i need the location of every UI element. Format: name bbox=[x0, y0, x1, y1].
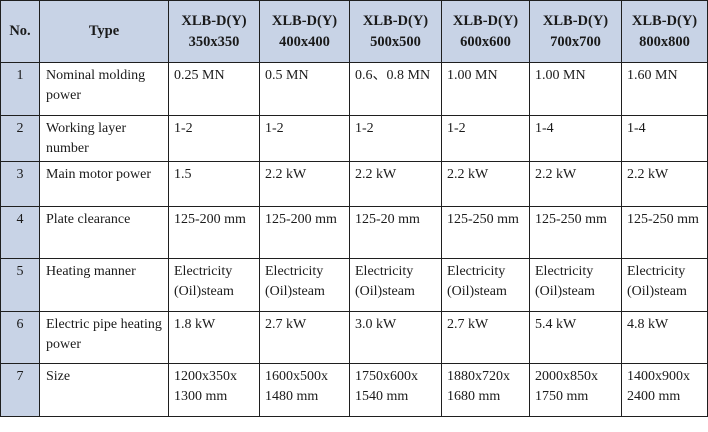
table-cell: 1200x350x 1300 mm bbox=[168, 363, 260, 417]
table-cell: 1.8 kW bbox=[168, 311, 260, 364]
header-model-1: XLB-D(Y) 350x350 bbox=[168, 0, 260, 63]
header-no: No. bbox=[0, 0, 40, 63]
table-cell: Electricity (Oil)steam bbox=[441, 258, 530, 312]
table-cell: 1.5 bbox=[168, 161, 260, 207]
table-cell: 1.60 MN bbox=[621, 62, 708, 116]
table-cell: 125-250 mm bbox=[441, 206, 530, 259]
table-cell: Electricity (Oil)steam bbox=[168, 258, 260, 312]
row-type: Nominal molding power bbox=[39, 62, 169, 116]
table-cell: 2.2 kW bbox=[349, 161, 442, 207]
row-number: 6 bbox=[0, 311, 40, 364]
table-cell: 1400x900x 2400 mm bbox=[621, 363, 708, 417]
table-cell: 1-2 bbox=[168, 115, 260, 162]
table-cell: 2.2 kW bbox=[259, 161, 350, 207]
table-cell: 125-200 mm bbox=[259, 206, 350, 259]
table-cell: 125-250 mm bbox=[529, 206, 622, 259]
table-cell: 2.2 kW bbox=[621, 161, 708, 207]
table-cell: 0.5 MN bbox=[259, 62, 350, 116]
model-name: XLB-D(Y) bbox=[542, 12, 609, 29]
row-type: Heating manner bbox=[39, 258, 169, 312]
table-cell: 1600x500x 1480 mm bbox=[259, 363, 350, 417]
table-cell: Electricity (Oil)steam bbox=[349, 258, 442, 312]
table-cell: 1-4 bbox=[621, 115, 708, 162]
model-size: 350x350 bbox=[188, 33, 240, 50]
table-row: 1 Nominal molding power 0.25 MN 0.5 MN 0… bbox=[0, 62, 708, 116]
row-type: Size bbox=[39, 363, 169, 417]
model-size: 700x700 bbox=[550, 33, 601, 50]
model-name: XLB-D(Y) bbox=[181, 12, 247, 29]
model-name: XLB-D(Y) bbox=[271, 12, 338, 29]
model-name: XLB-D(Y) bbox=[452, 12, 519, 29]
table-cell: 5.4 kW bbox=[529, 311, 622, 364]
table-row: 7 Size 1200x350x 1300 mm 1600x500x 1480 … bbox=[0, 363, 708, 417]
table-cell: Electricity (Oil)steam bbox=[621, 258, 708, 312]
table-cell: 1-4 bbox=[529, 115, 622, 162]
model-name: XLB-D(Y) bbox=[362, 12, 429, 29]
row-number: 2 bbox=[0, 115, 40, 162]
row-number: 1 bbox=[0, 62, 40, 116]
spec-table: No. Type XLB-D(Y) 350x350 XLB-D(Y) 400x400… bbox=[0, 0, 708, 417]
row-type: Plate clearance bbox=[39, 206, 169, 259]
header-type: Type bbox=[39, 0, 169, 63]
table-cell: 1-2 bbox=[441, 115, 530, 162]
model-size: 500x500 bbox=[370, 33, 421, 50]
table-cell: 0.6、0.8 MN bbox=[349, 62, 442, 116]
table-cell: 2.7 kW bbox=[259, 311, 350, 364]
table-cell: 125-200 mm bbox=[168, 206, 260, 259]
table-cell: 125-20 mm bbox=[349, 206, 442, 259]
header-model-4: XLB-D(Y) 600x600 bbox=[441, 0, 530, 63]
table-row: 4 Plate clearance 125-200 mm 125-200 mm … bbox=[0, 206, 708, 259]
row-number: 3 bbox=[0, 161, 40, 207]
table-cell: 2.2 kW bbox=[441, 161, 530, 207]
table-row: 3 Main motor power 1.5 2.2 kW 2.2 kW 2.2… bbox=[0, 161, 708, 207]
table-cell: 1-2 bbox=[259, 115, 350, 162]
table-row: 5 Heating manner Electricity (Oil)steam … bbox=[0, 258, 708, 312]
table-cell: 125-250 mm bbox=[621, 206, 708, 259]
model-size: 400x400 bbox=[279, 33, 330, 50]
table-cell: 2.7 kW bbox=[441, 311, 530, 364]
table-cell: 1.00 MN bbox=[441, 62, 530, 116]
table-cell: 1880x720x 1680 mm bbox=[441, 363, 530, 417]
table-cell: 1-2 bbox=[349, 115, 442, 162]
model-size: 600x600 bbox=[460, 33, 511, 50]
table-cell: 1750x600x 1540 mm bbox=[349, 363, 442, 417]
header-row: No. Type XLB-D(Y) 350x350 XLB-D(Y) 400x400… bbox=[0, 0, 708, 63]
table-cell: 0.25 MN bbox=[168, 62, 260, 116]
row-type: Main motor power bbox=[39, 161, 169, 207]
header-model-5: XLB-D(Y) 700x700 bbox=[529, 0, 622, 63]
header-model-3: XLB-D(Y) 500x500 bbox=[349, 0, 442, 63]
table-cell: Electricity (Oil)steam bbox=[529, 258, 622, 312]
row-type: Electric pipe heating power bbox=[39, 311, 169, 364]
table-cell: Electricity (Oil)steam bbox=[259, 258, 350, 312]
table-cell: 1.00 MN bbox=[529, 62, 622, 116]
model-size: 800x800 bbox=[639, 33, 690, 50]
row-number: 4 bbox=[0, 206, 40, 259]
table-row: 6 Electric pipe heating power 1.8 kW 2.7… bbox=[0, 311, 708, 364]
model-name: XLB-D(Y) bbox=[631, 12, 698, 29]
row-type: Working layer number bbox=[39, 115, 169, 162]
table-cell: 2000x850x 1750 mm bbox=[529, 363, 622, 417]
header-model-2: XLB-D(Y) 400x400 bbox=[259, 0, 350, 63]
header-model-6: XLB-D(Y) 800x800 bbox=[621, 0, 708, 63]
table-cell: 4.8 kW bbox=[621, 311, 708, 364]
table-cell: 2.2 kW bbox=[529, 161, 622, 207]
table-cell: 3.0 kW bbox=[349, 311, 442, 364]
table-row: 2 Working layer number 1-2 1-2 1-2 1-2 1… bbox=[0, 115, 708, 162]
row-number: 7 bbox=[0, 363, 40, 417]
row-number: 5 bbox=[0, 258, 40, 312]
